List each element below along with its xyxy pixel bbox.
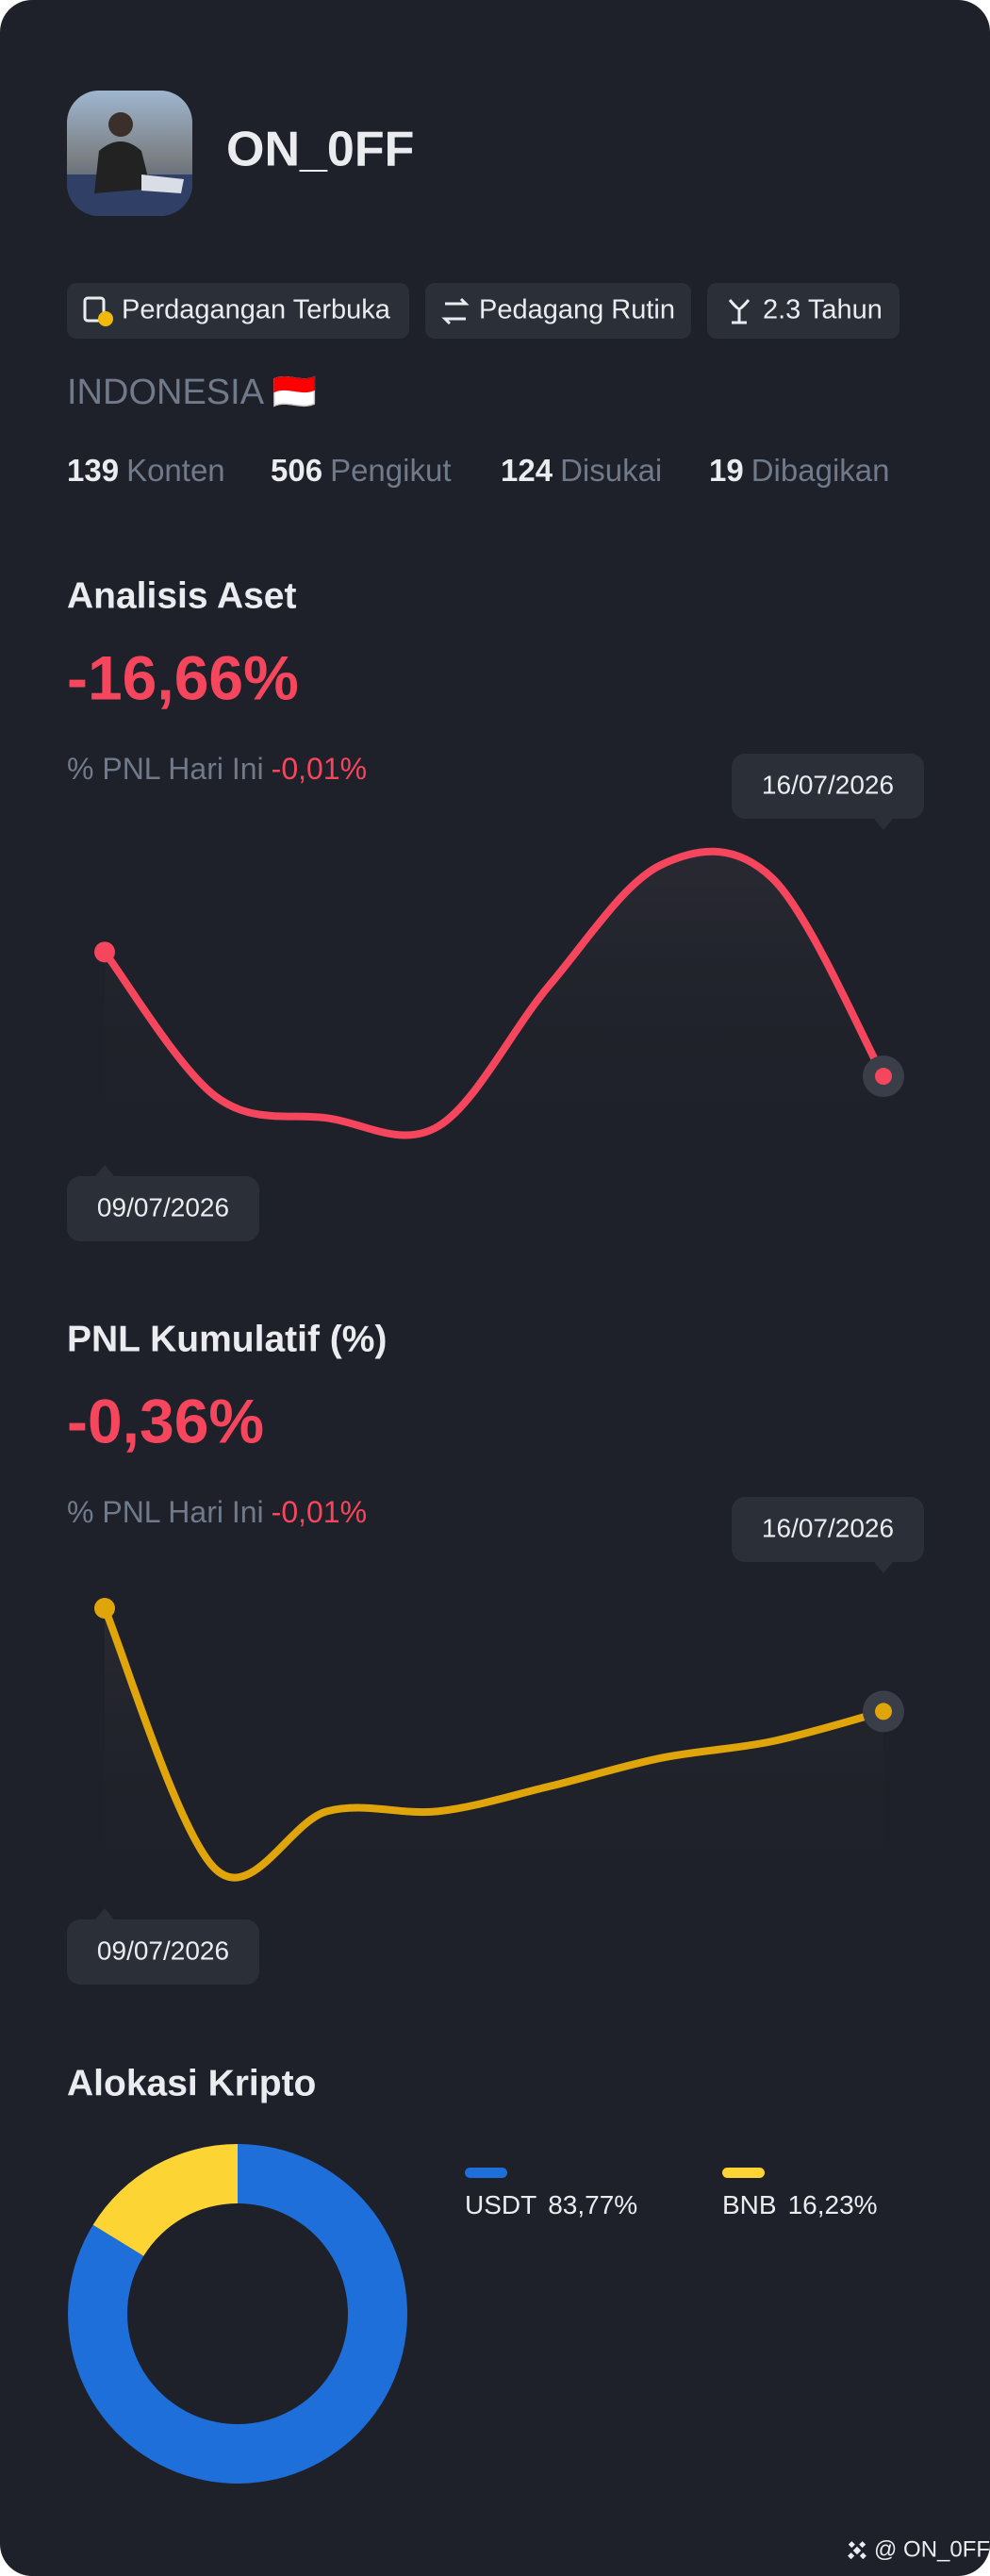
- legend-value: 83,77%: [548, 2190, 637, 2219]
- headline-value: -16,66%: [67, 642, 299, 712]
- avatar: [67, 91, 192, 216]
- pnl-label: % PNL Hari Ini: [67, 752, 264, 786]
- tooltip-pointer: [874, 819, 893, 830]
- legend-swatch: [722, 2168, 765, 2178]
- legend-entry: USDT 83,77%: [465, 2190, 637, 2219]
- tooltip-pointer: [95, 1165, 114, 1176]
- footer-handle: @ ON_0FF: [874, 2536, 990, 2562]
- date-tooltip: [67, 1920, 259, 1985]
- pnl-today: % PNL Hari Ini -0,01%: [67, 752, 367, 786]
- stat: 124 Disukai: [501, 453, 662, 488]
- chart-title: Analisis Aset: [67, 575, 296, 616]
- stat-value: 139: [67, 453, 119, 488]
- tag-label: Pedagang Rutin: [479, 295, 675, 325]
- stat-label: Dibagikan: [751, 453, 890, 488]
- tooltip-pointer: [874, 1562, 893, 1573]
- donut-segment: [68, 2144, 408, 2484]
- tooltip-pointer: [95, 1908, 114, 1920]
- pnl-label: % PNL Hari Ini: [67, 1495, 264, 1529]
- line-chart: PNL Kumulatif (%) -0,36% % PNL Hari Ini -0,…: [67, 1319, 924, 1985]
- stat: 506 Pengikut: [271, 453, 452, 488]
- date-tooltip: [732, 754, 924, 819]
- date-label: 16/07/2026: [762, 770, 894, 799]
- tag: Pedagang Rutin: [425, 283, 691, 339]
- chart-title: Alokasi Kripto: [67, 2063, 316, 2103]
- chart-title: PNL Kumulatif (%): [67, 1319, 387, 1359]
- line-area: [105, 851, 883, 1166]
- tag-label: 2.3 Tahun: [763, 295, 883, 325]
- stat-value: 124: [501, 453, 553, 488]
- line: [101, 847, 887, 1139]
- start-point: [94, 941, 115, 963]
- stat-label: Pengikut: [330, 453, 451, 488]
- tag: 2.3 Tahun: [707, 283, 899, 339]
- headline-value: -0,36%: [67, 1386, 264, 1455]
- country: INDONESIA 🇮🇩: [67, 373, 317, 412]
- date-label: 09/07/2026: [97, 1936, 229, 1965]
- footer: @ ON_0FF: [848, 2536, 990, 2562]
- legend-name: USDT: [465, 2190, 536, 2219]
- pnl-today: % PNL Hari Ini -0,01%: [67, 1495, 367, 1529]
- charts: Analisis Aset-16,66%% PNL Hari Ini -0,01%…: [67, 575, 924, 2484]
- stat-value: 506: [271, 453, 322, 488]
- legend-entry: BNB 16,23%: [722, 2190, 878, 2219]
- end-point: [875, 1068, 892, 1086]
- end-point: [875, 1703, 892, 1720]
- username: ON_0FF: [226, 123, 414, 177]
- stats-row: 139 Konten 506 Pengikut 124 Disukai 19 Dibagika…: [67, 453, 889, 488]
- tag-label: Perdagangan Terbuka: [122, 295, 391, 325]
- date-label: 09/07/2026: [97, 1192, 229, 1222]
- stat: 19 Dibagikan: [709, 453, 889, 488]
- stat-label: Konten: [126, 453, 225, 488]
- legend-name: BNB: [722, 2190, 777, 2219]
- line: [101, 1604, 887, 1882]
- stat-value: 19: [709, 453, 744, 488]
- donut-segment: [92, 2144, 238, 2256]
- pnl-value: -0,01%: [272, 1495, 367, 1529]
- start-point: [94, 1598, 115, 1619]
- legend-swatch: [465, 2168, 507, 2178]
- line-chart: Analisis Aset -16,66% % PNL Hari Ini -0,01%…: [67, 575, 924, 1241]
- tag: Perdagangan Terbuka: [67, 283, 409, 339]
- legend-value: 16,23%: [788, 2190, 878, 2219]
- date-label: 16/07/2026: [762, 1513, 894, 1542]
- date-tooltip: [67, 1176, 259, 1241]
- pnl-value: -0,01%: [272, 752, 367, 786]
- stat: 139 Konten: [67, 453, 225, 488]
- donut-chart: Alokasi Kripto USDT 83,77% BNB 16,23%: [67, 2063, 878, 2484]
- stat-label: Disukai: [560, 453, 662, 488]
- date-tooltip: [732, 1497, 924, 1562]
